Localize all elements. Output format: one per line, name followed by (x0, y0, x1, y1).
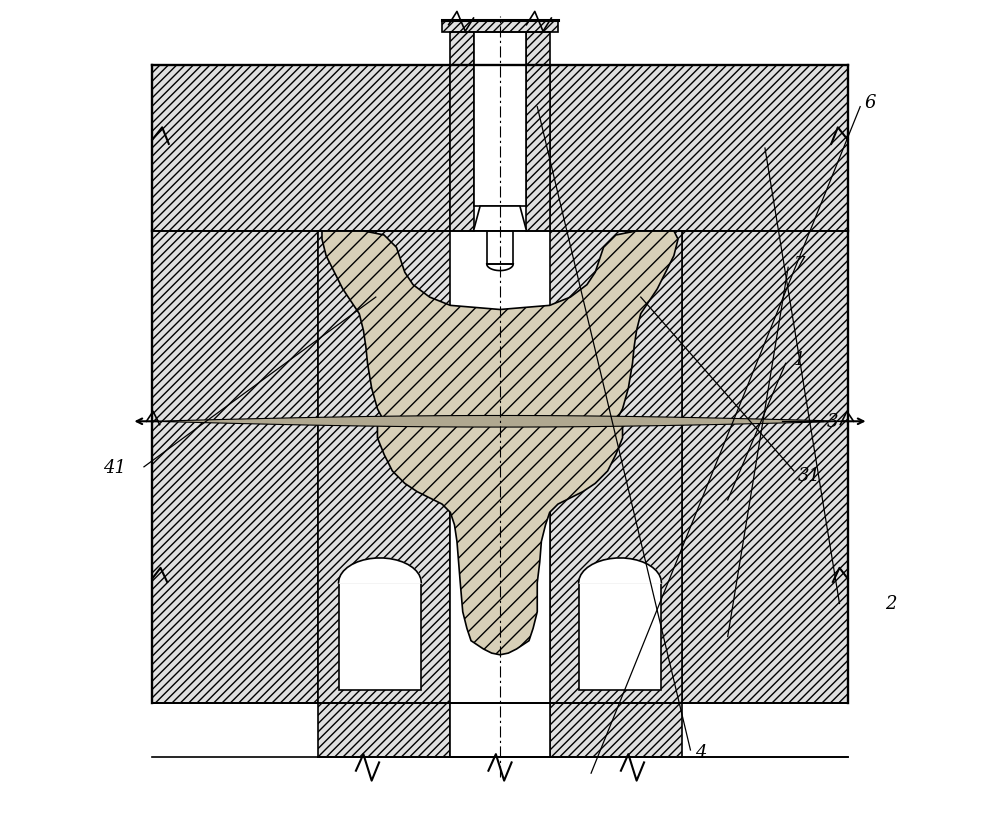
Polygon shape (474, 207, 526, 232)
Polygon shape (474, 21, 526, 207)
Polygon shape (550, 422, 682, 703)
Text: 3: 3 (827, 413, 839, 431)
Polygon shape (450, 21, 474, 232)
Polygon shape (377, 422, 623, 655)
Polygon shape (152, 232, 318, 703)
Polygon shape (339, 583, 421, 691)
Polygon shape (526, 21, 550, 232)
Text: 4: 4 (695, 743, 706, 762)
Polygon shape (682, 232, 848, 703)
Text: 2: 2 (885, 595, 897, 613)
Polygon shape (550, 703, 682, 757)
Polygon shape (579, 583, 661, 691)
Text: 7: 7 (794, 256, 805, 274)
Polygon shape (318, 422, 450, 703)
Polygon shape (442, 21, 558, 33)
Polygon shape (450, 422, 550, 703)
Polygon shape (550, 232, 682, 422)
Polygon shape (152, 66, 450, 232)
Text: 1: 1 (794, 351, 805, 369)
Text: 41: 41 (103, 458, 126, 476)
Polygon shape (318, 703, 450, 757)
Polygon shape (152, 416, 848, 428)
Text: 31: 31 (798, 466, 821, 485)
Polygon shape (322, 232, 678, 422)
Polygon shape (487, 232, 513, 265)
Polygon shape (450, 703, 550, 757)
Polygon shape (550, 66, 848, 232)
Text: 6: 6 (864, 94, 876, 112)
Polygon shape (318, 232, 450, 422)
